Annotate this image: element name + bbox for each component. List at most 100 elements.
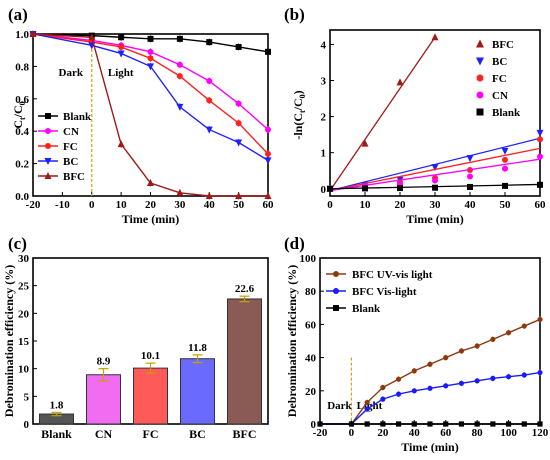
panel-a-point — [265, 48, 271, 55]
panel-b-legend-marker — [476, 39, 484, 48]
panel-b-xtick-label: 10 — [360, 199, 372, 211]
panel-a-xtick-label: 60 — [263, 199, 275, 211]
panel-a-point — [265, 126, 271, 133]
panel-a-legend-label: BC — [63, 156, 78, 168]
panel-d-xtick-label: 40 — [409, 427, 421, 439]
panel-b-xtick-label: 60 — [535, 199, 547, 211]
panel-a-xtick-label: -10 — [55, 199, 70, 211]
panel-a-point — [235, 139, 243, 147]
panel-d-label: (d) — [284, 234, 305, 253]
panel-d-point — [474, 343, 480, 349]
panel-a-point — [265, 150, 271, 157]
panel-d-point — [317, 421, 323, 427]
panel-d-frame — [319, 257, 541, 425]
panel-a-series-line — [32, 33, 269, 155]
panel-b-xtick-label: 40 — [465, 199, 477, 211]
panel-a-legend-label: CN — [63, 126, 79, 138]
panel-d-point — [505, 421, 512, 427]
panel-a-xtick-label: 30 — [174, 199, 186, 211]
panel-c-ytick-label: 0 — [24, 419, 30, 431]
panel-a-legend-marker — [44, 172, 52, 179]
panel-d-series-line — [320, 371, 541, 425]
panel-a-point — [206, 97, 213, 104]
panel-b-xtick-label: 30 — [430, 199, 442, 211]
panel-b-point — [397, 185, 403, 192]
panel-d-point — [490, 375, 496, 381]
panel-d-ytick-label: 100 — [300, 253, 317, 265]
panel-d-point — [395, 391, 402, 397]
panel-a-light-annotation: Light — [108, 67, 134, 79]
panel-b-point — [467, 183, 473, 190]
panel-d-ylabel-text: Debromination efficiency (%) — [285, 265, 299, 417]
panel-d-point — [443, 355, 449, 361]
panel-d-ytick-label: 20 — [305, 386, 317, 398]
panel-a-point — [118, 43, 125, 50]
panel-d-point — [364, 421, 370, 427]
panel-d-point — [411, 388, 417, 394]
panel-c-value-label: 10.1 — [141, 350, 160, 362]
panel-c-bar — [133, 367, 168, 425]
panel-a-legend-marker — [44, 158, 52, 165]
panel-a-point — [147, 179, 154, 187]
panel-b-point — [537, 136, 543, 143]
panel-a-point — [235, 43, 242, 50]
panel-a-xtick-label: 10 — [116, 199, 128, 211]
panel-b-ytick-label: 3 — [321, 76, 327, 88]
panel-a-point — [206, 77, 213, 84]
panel-c-value-label: 22.6 — [235, 283, 255, 295]
panel-b-legend-marker — [476, 57, 484, 66]
panel-b-xtick-label: 20 — [395, 199, 407, 211]
panel-b-legend-label: Blank — [492, 107, 521, 119]
panel-d-point — [364, 406, 370, 412]
panel-a-xtick-label: 50 — [233, 199, 245, 211]
panel-c-category-label: BFC — [233, 427, 257, 441]
panel-d-ytick-label: 0 — [311, 419, 317, 431]
panel-c-category-label: CN — [95, 427, 113, 441]
panel-d-xtick-label: 0 — [349, 427, 355, 439]
panel-c-bar — [86, 374, 121, 425]
panel-d-point — [521, 372, 527, 378]
panel-c-bar — [180, 358, 215, 425]
panel-d-xlabel-text: Time (min) — [401, 440, 458, 454]
panel-d-point — [474, 378, 480, 384]
panel-b-point — [431, 164, 439, 172]
panel-a-series-line — [32, 33, 269, 161]
panel-d-point — [490, 336, 496, 342]
panel-d-point — [411, 368, 417, 374]
panel-a-point — [264, 192, 272, 199]
panel-a-legend-marker — [45, 128, 51, 134]
panel-b-xtick-label: 0 — [327, 199, 333, 211]
panel-a-ytick-label: 1.0 — [15, 29, 29, 41]
panel-a-ytick-label: 0.4 — [15, 126, 29, 138]
panel-b-point — [537, 153, 543, 160]
panel-d-point — [505, 374, 512, 380]
panel-a-ytick-label: 0.8 — [15, 61, 29, 73]
panel-d-point — [348, 421, 355, 427]
panel-b-point — [362, 185, 368, 192]
panel-d-xtick-label: -20 — [313, 427, 328, 439]
panel-a-ytick-label: 0.6 — [15, 94, 29, 106]
panel-b-xlabel-text: Time (min) — [406, 212, 463, 226]
panel-d-point — [411, 421, 417, 427]
panel-c-ytick-label: 10 — [18, 364, 30, 376]
panel-a-point — [147, 48, 154, 55]
panel-b-legend-label: CN — [492, 90, 508, 102]
panel-d-point — [537, 316, 543, 323]
panel-a-xtick-label: 20 — [145, 199, 157, 211]
panel-a-point — [205, 192, 213, 199]
panel-a-label: (a) — [8, 5, 28, 24]
panel-c-ylabel-text: Debromination efficiency (%) — [2, 265, 16, 417]
panel-a-point — [147, 63, 154, 71]
panel-b-legend-label: FC — [492, 73, 507, 85]
panel-a-point — [176, 188, 184, 196]
panel-d-point — [443, 421, 449, 427]
panel-d-legend-label: BFC Vis-light — [352, 286, 417, 298]
panel-c-ytick-label: 25 — [18, 281, 30, 293]
panel-d-point — [537, 421, 543, 427]
panel-d-point — [427, 385, 433, 391]
panel-d-point — [395, 421, 402, 427]
panel-a-point — [205, 126, 213, 134]
panel-a-legend-marker — [45, 113, 51, 119]
panel-d-xtick-label: 20 — [377, 427, 389, 439]
